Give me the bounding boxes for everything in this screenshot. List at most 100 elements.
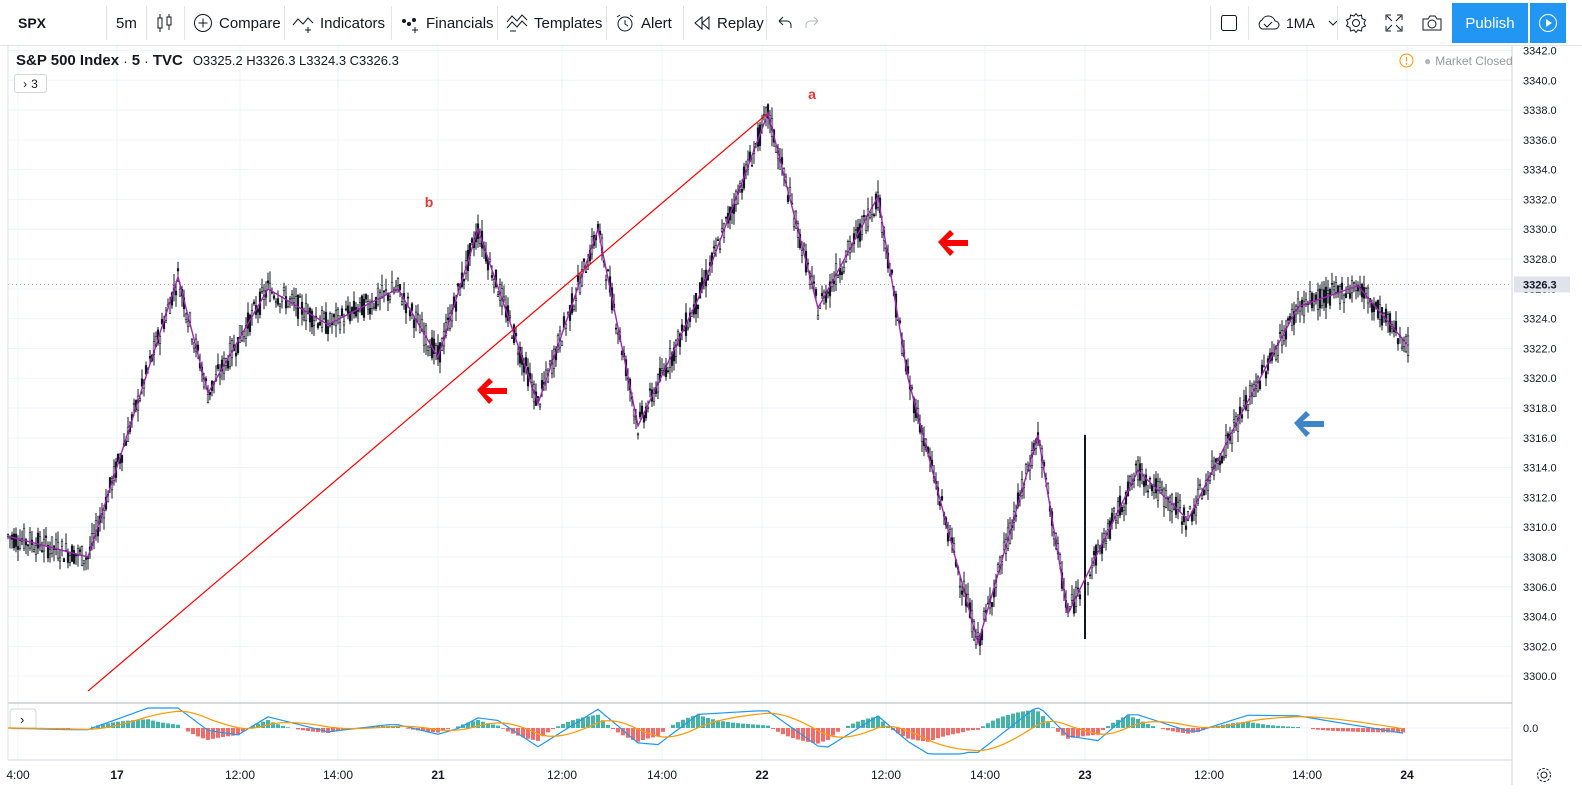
candle-body bbox=[388, 296, 392, 300]
candle-body bbox=[1396, 338, 1400, 345]
macd-histogram-bar bbox=[766, 725, 770, 728]
macd-histogram-bar bbox=[1396, 728, 1400, 733]
macd-histogram-bar bbox=[916, 728, 920, 741]
alert-button[interactable]: Alert bbox=[615, 0, 672, 46]
layout-name-button[interactable]: 1MA bbox=[1256, 0, 1339, 46]
candle-body bbox=[496, 294, 500, 297]
candle-body bbox=[144, 365, 148, 375]
macd-histogram-bar bbox=[921, 728, 925, 742]
indicators-button[interactable]: Indicators bbox=[292, 0, 385, 46]
square-icon bbox=[1221, 15, 1237, 31]
candle-body bbox=[238, 325, 242, 343]
fullscreen-button[interactable] bbox=[1384, 0, 1404, 46]
candle-body bbox=[406, 296, 410, 299]
settings-button[interactable] bbox=[1345, 0, 1367, 46]
macd-histogram-bar bbox=[136, 719, 140, 728]
macd-line bbox=[7, 707, 1404, 755]
candle-body bbox=[328, 313, 332, 326]
macd-histogram-bar bbox=[441, 728, 445, 731]
price-tick-label: 3334.0 bbox=[1523, 165, 1557, 177]
candle-body bbox=[510, 337, 514, 339]
macd-histogram-bar bbox=[371, 726, 375, 728]
candle-body bbox=[614, 327, 618, 330]
toolbar-divider bbox=[284, 6, 285, 40]
macd-histogram-bar bbox=[491, 724, 495, 728]
macd-histogram-bar bbox=[591, 715, 595, 728]
candle-body bbox=[34, 545, 38, 555]
candle-body bbox=[1200, 494, 1204, 499]
interval-button[interactable]: 5m bbox=[116, 0, 137, 46]
candle-body bbox=[58, 557, 62, 562]
candle-body bbox=[1394, 321, 1398, 333]
candle-body bbox=[1342, 294, 1346, 303]
candle-body bbox=[826, 291, 830, 294]
candle-body bbox=[1322, 289, 1326, 303]
financials-button[interactable]: Financials bbox=[400, 0, 494, 46]
macd-histogram-bar bbox=[1281, 726, 1285, 728]
macd-histogram-bar bbox=[1321, 728, 1325, 731]
candle-body bbox=[1174, 496, 1178, 515]
macd-histogram-bar bbox=[806, 728, 810, 742]
candle-body bbox=[432, 338, 436, 354]
macd-histogram-bar bbox=[926, 728, 930, 742]
macd-histogram-bar bbox=[1166, 728, 1170, 731]
macd-histogram-bar bbox=[226, 728, 230, 737]
symbol-legend: S&P 500 Index · 5 · TVC O3325.2 H3326.3 … bbox=[16, 52, 399, 69]
macd-histogram-bar bbox=[821, 728, 825, 742]
macd-histogram-bar bbox=[756, 724, 760, 728]
play-button[interactable] bbox=[1530, 3, 1566, 43]
macd-histogram-bar bbox=[471, 721, 475, 728]
macd-histogram-bar bbox=[191, 728, 195, 735]
candle-body bbox=[1146, 490, 1150, 493]
templates-button[interactable]: Templates bbox=[506, 0, 602, 46]
candle-body bbox=[278, 303, 282, 307]
candle-body bbox=[1262, 365, 1266, 368]
candle-body bbox=[1222, 456, 1226, 459]
snapshot-button[interactable] bbox=[1421, 0, 1443, 46]
candle-body bbox=[260, 287, 264, 292]
macd-histogram-bar bbox=[406, 728, 410, 729]
candle-body bbox=[1114, 520, 1118, 524]
candle-body bbox=[836, 275, 840, 278]
macd-histogram-bar bbox=[166, 723, 170, 728]
candle-body bbox=[820, 293, 824, 297]
candle-body bbox=[446, 317, 450, 320]
candle-body bbox=[1282, 335, 1286, 342]
macd-histogram-bar bbox=[901, 728, 905, 737]
redo-button[interactable] bbox=[803, 0, 821, 46]
candle-body bbox=[382, 290, 386, 293]
macd-histogram-bar bbox=[726, 721, 730, 728]
macd-histogram-bar bbox=[1091, 728, 1095, 736]
symbol-search[interactable]: SPX bbox=[18, 0, 46, 46]
layout-select-button[interactable] bbox=[1220, 0, 1238, 46]
candle-body bbox=[318, 321, 322, 326]
candle-body bbox=[806, 262, 810, 265]
candle-body bbox=[332, 314, 336, 318]
candle-body bbox=[1340, 282, 1344, 290]
candle-body bbox=[910, 387, 914, 389]
top-toolbar: SPX 5m Compare Indicators Financials Tem… bbox=[0, 0, 1582, 46]
undo-button[interactable] bbox=[776, 0, 794, 46]
compare-button[interactable]: Compare bbox=[193, 0, 281, 46]
candle-body bbox=[190, 339, 194, 342]
layout-name-label: 1MA bbox=[1286, 15, 1315, 31]
macd-histogram-bar bbox=[551, 728, 555, 730]
macd-histogram-bar bbox=[906, 728, 910, 739]
replay-button[interactable]: Replay bbox=[693, 0, 764, 46]
price-tick-label: 3304.0 bbox=[1523, 612, 1557, 624]
candle-body bbox=[206, 393, 210, 403]
chart-type-button[interactable] bbox=[156, 0, 174, 46]
publish-button[interactable]: Publish bbox=[1452, 3, 1528, 43]
indicator-collapse-button[interactable]: › 3 bbox=[14, 74, 47, 93]
candle-body bbox=[1348, 293, 1352, 299]
macd-histogram-bar bbox=[1341, 728, 1345, 732]
alert-label: Alert bbox=[641, 14, 672, 32]
macd-histogram-bar bbox=[571, 720, 575, 728]
macd-histogram-bar bbox=[761, 725, 765, 728]
candle-body bbox=[84, 557, 88, 560]
macd-histogram-bar bbox=[1106, 726, 1110, 728]
macd-histogram-bar bbox=[546, 728, 550, 733]
candle-body bbox=[18, 540, 22, 549]
templates-icon bbox=[506, 14, 528, 32]
